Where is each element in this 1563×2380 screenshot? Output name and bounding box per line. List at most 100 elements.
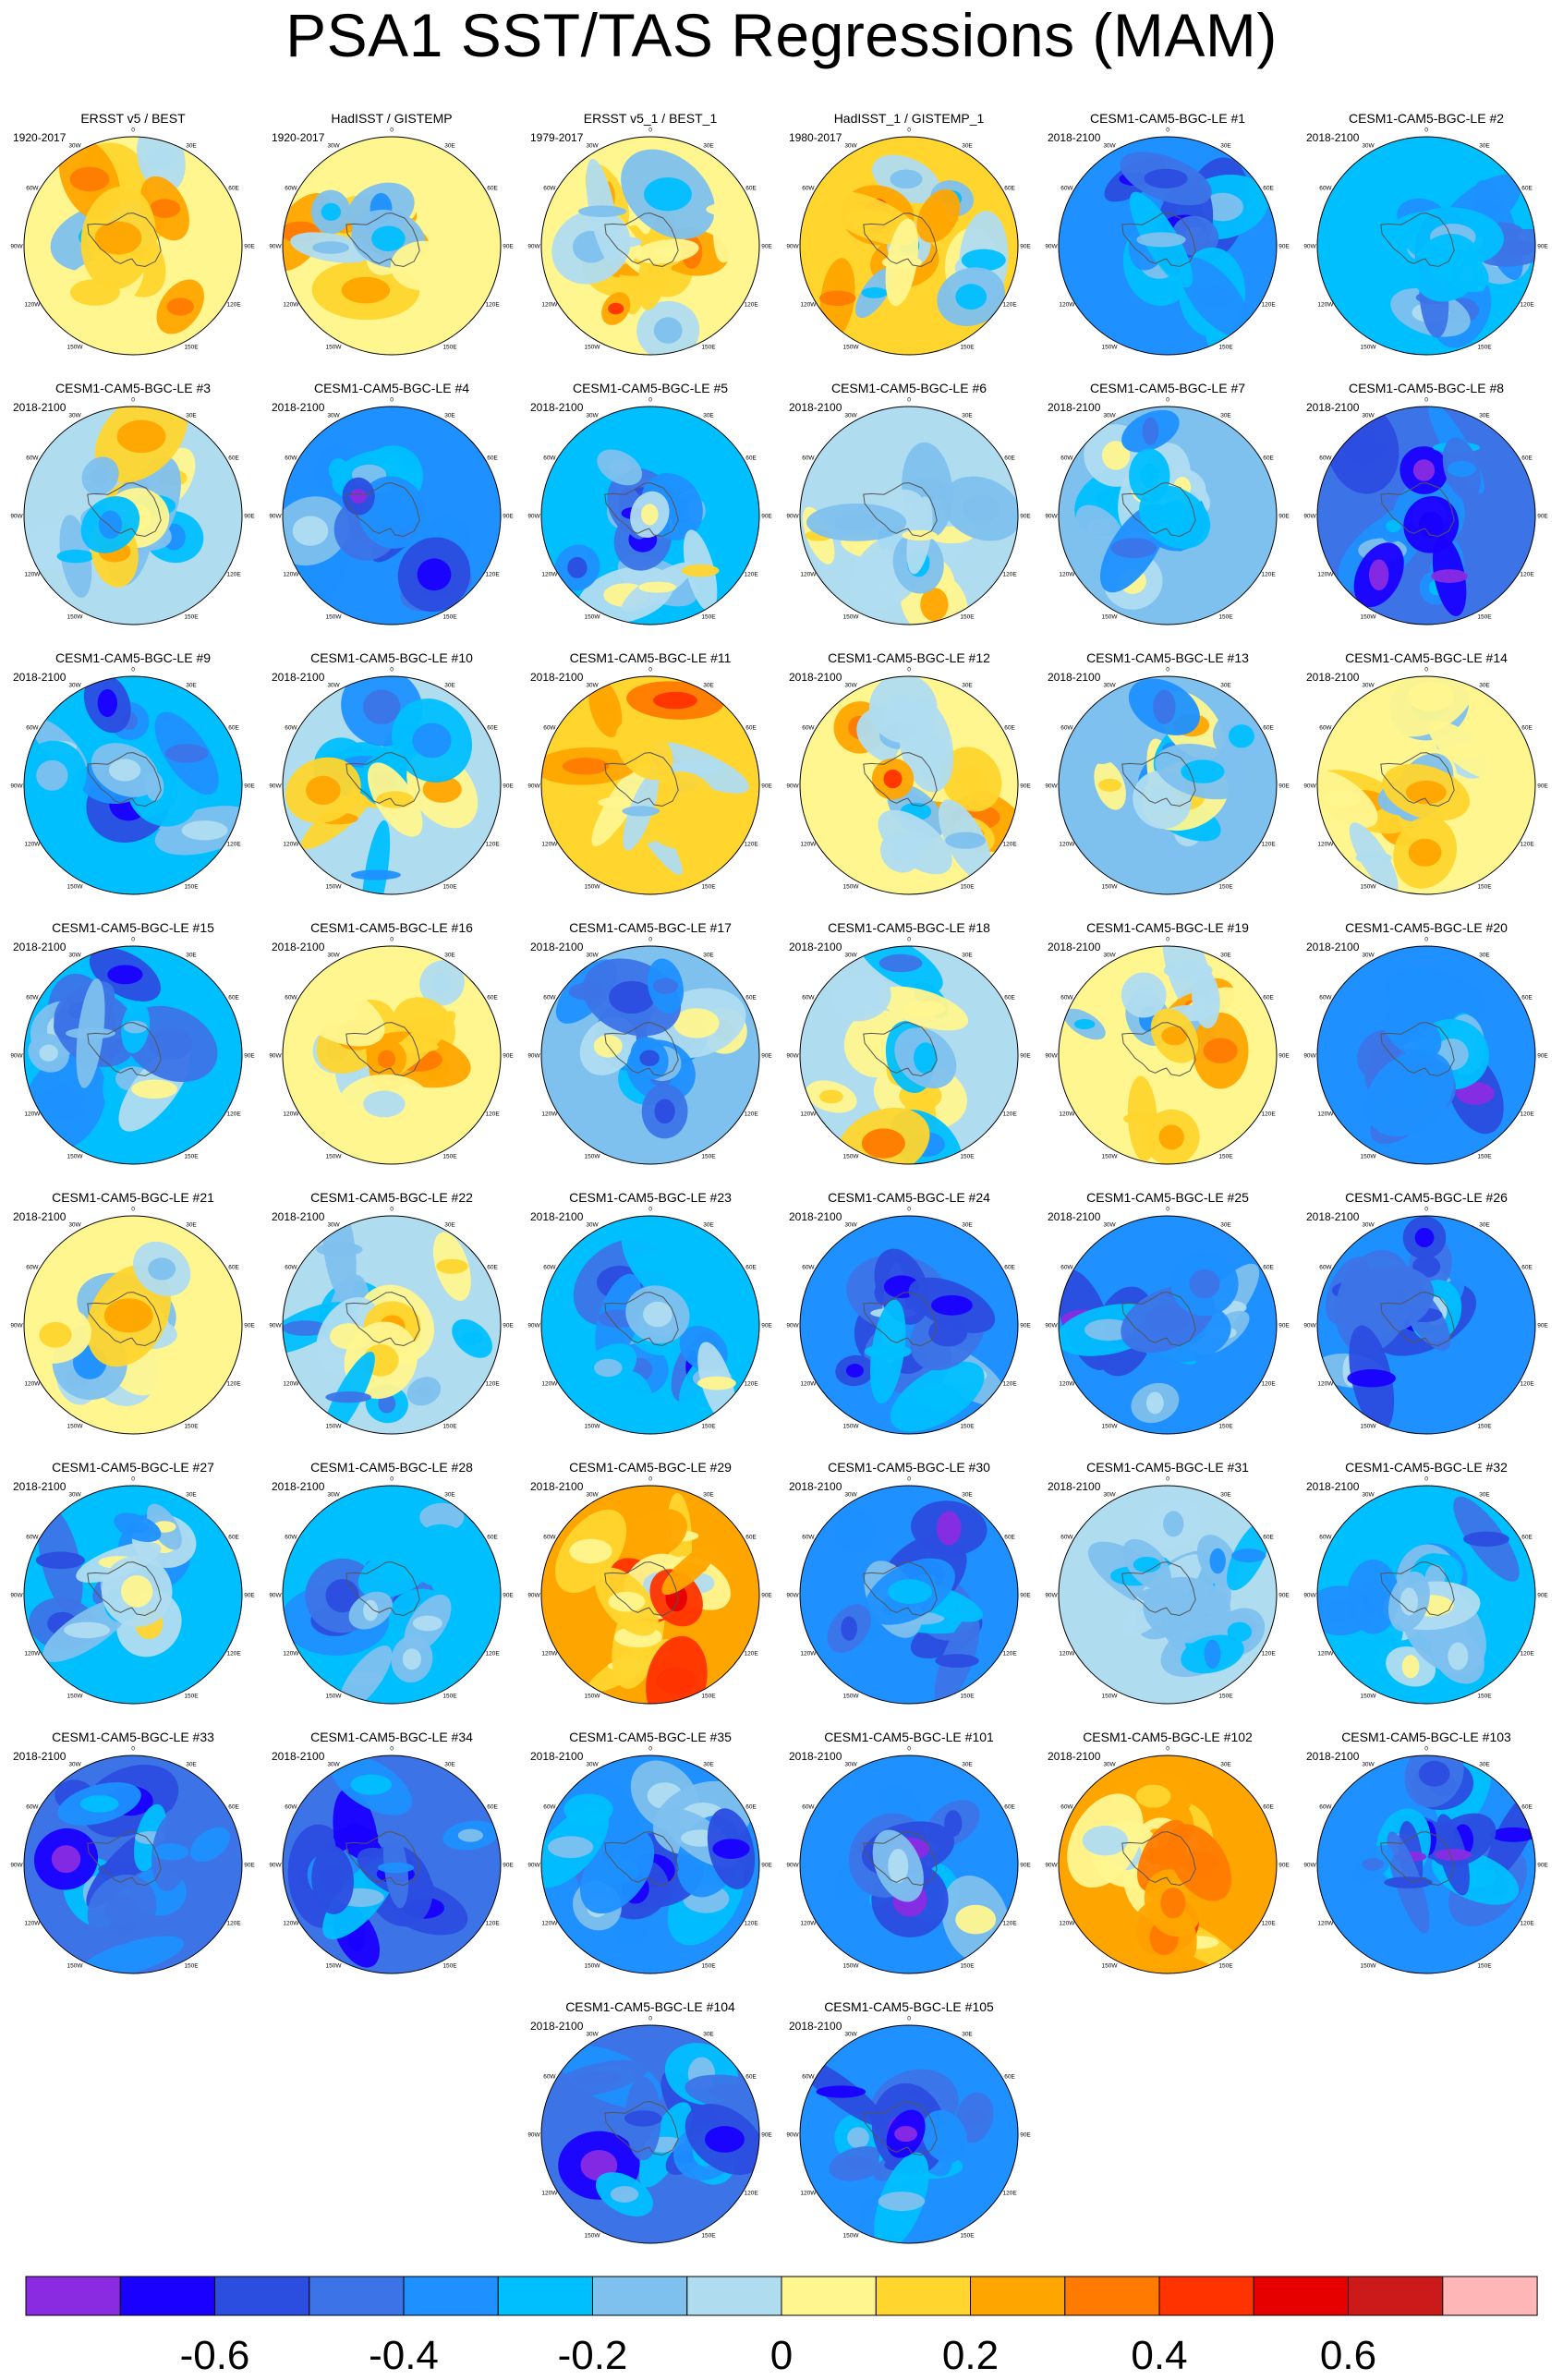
contour-region xyxy=(861,287,888,298)
contour-region xyxy=(64,1621,111,1639)
map-panel: CESM1-CAM5-BGC-LE #6 2018-2100 0 30E 60E 90E 1… xyxy=(783,381,1035,630)
map-boundary xyxy=(23,406,243,625)
panel-title: CESM1-CAM5-BGC-LE #102 xyxy=(1083,1730,1253,1744)
polar-map: 030E60E90E120E150E180150W120W90W60W30W xyxy=(527,397,772,625)
map-panel: CESM1-CAM5-BGC-LE #16 2018-2100 0 30E 60E 90E… xyxy=(266,920,517,1170)
contour-region xyxy=(1142,417,1159,445)
longitude-label: 0 xyxy=(648,128,652,134)
longitude-label: 60E xyxy=(487,455,498,462)
longitude-label: 0 xyxy=(907,1746,911,1753)
panel-period: 2018-2100 xyxy=(1306,941,1360,953)
longitude-label: 60E xyxy=(487,1804,498,1811)
contour-region xyxy=(121,1575,153,1608)
longitude-label: 120E xyxy=(1262,1921,1277,1927)
longitude-label: 0 xyxy=(648,667,652,674)
longitude-label: 150E xyxy=(1218,1963,1233,1970)
polar-map: 030E60E90E120E150E180150W120W90W60W30W xyxy=(10,937,255,1165)
longitude-label: 120W xyxy=(541,1111,558,1118)
longitude-label: 150W xyxy=(1102,1424,1119,1430)
longitude-label: 150W xyxy=(843,1963,860,1970)
longitude-label: 0 xyxy=(1424,397,1428,404)
longitude-label: 60W xyxy=(543,1265,556,1271)
longitude-label: 30W xyxy=(327,1221,340,1228)
longitude-label: 120E xyxy=(745,1921,759,1927)
longitude-label: 30E xyxy=(444,142,455,149)
contour-region xyxy=(1145,1305,1191,1332)
map-boundary xyxy=(1316,1755,1536,1974)
longitude-label: 0 xyxy=(390,667,394,674)
map-panel: CESM1-CAM5-BGC-LE #21 2018-2100 0 30E 60E 90E… xyxy=(7,1190,259,1439)
map-boundary xyxy=(23,136,243,356)
longitude-label: 150W xyxy=(326,614,343,621)
longitude-label: 0 xyxy=(907,937,911,943)
contour-region xyxy=(292,516,329,546)
longitude-label: 30E xyxy=(703,1221,714,1228)
longitude-label: 60W xyxy=(1060,455,1073,462)
antarctica-coastline xyxy=(87,212,162,268)
map-boundary xyxy=(1058,675,1278,895)
panel-title: CESM1-CAM5-BGC-LE #6 xyxy=(830,381,987,395)
polar-map: 030E60E90E120E150E180150W120W90W60W30W xyxy=(269,128,514,356)
longitude-label: 60E xyxy=(228,995,239,1002)
panel-period: 2018-2100 xyxy=(1048,671,1101,684)
longitude-label: 60W xyxy=(26,455,39,462)
longitude-label: 90W xyxy=(10,1053,23,1060)
longitude-label: 150E xyxy=(184,1154,199,1160)
longitude-label: 90E xyxy=(503,1053,514,1060)
antarctica-coastline xyxy=(87,1561,162,1617)
contour-region xyxy=(641,504,659,526)
longitude-label: 90W xyxy=(527,1593,540,1599)
map-boundary xyxy=(1316,945,1536,1165)
longitude-label: 90W xyxy=(786,1863,799,1869)
antarctica-coastline xyxy=(604,1022,679,1077)
longitude-label: 120E xyxy=(486,302,501,309)
antarctica-coastline xyxy=(604,2101,679,2156)
map-panel: CESM1-CAM5-BGC-LE #105 2018-2100 0 30E 60E 90… xyxy=(783,1999,1035,2249)
longitude-label: 30E xyxy=(444,1491,455,1498)
longitude-label: 150W xyxy=(843,614,860,621)
longitude-label: 120W xyxy=(1059,302,1075,309)
longitude-label: 90E xyxy=(1537,1863,1548,1869)
contour-region xyxy=(39,1044,58,1062)
panel-period: 2018-2100 xyxy=(1306,671,1360,684)
longitude-label: 120W xyxy=(283,1381,299,1388)
contour-region xyxy=(149,1027,193,1060)
longitude-label: 60E xyxy=(1521,1535,1533,1541)
map-panel: CESM1-CAM5-BGC-LE #32 2018-2100 0 30E 60E 90E… xyxy=(1301,1460,1552,1709)
longitude-label: 30W xyxy=(1103,142,1116,149)
map-panel: CESM1-CAM5-BGC-LE #12 2018-2100 0 30E 60E 90E… xyxy=(783,650,1035,900)
longitude-label: 60E xyxy=(1521,455,1533,462)
longitude-label: 30E xyxy=(1220,1761,1231,1767)
map-panel: CESM1-CAM5-BGC-LE #18 2018-2100 0 30E 60E 90E… xyxy=(783,920,1035,1170)
map-panel: ERSST v5 / BEST 1920-2017 0 30E 60E 90E 120E 15… xyxy=(7,111,259,360)
longitude-label: 120E xyxy=(227,302,242,309)
panel-title: ERSST v5_1 / BEST_1 xyxy=(583,111,718,126)
longitude-label: 150E xyxy=(1477,1424,1492,1430)
contour-region xyxy=(56,549,95,564)
longitude-label: 150W xyxy=(585,1694,601,1700)
contour-region xyxy=(894,2126,917,2143)
contour-region xyxy=(956,766,987,793)
colorbar-swatch xyxy=(497,2276,594,2316)
longitude-label: 90W xyxy=(269,1863,282,1869)
longitude-label: 60W xyxy=(1319,725,1332,732)
contour-region xyxy=(673,1563,707,1574)
longitude-label: 90W xyxy=(527,514,540,520)
map-boundary xyxy=(1316,406,1536,625)
antarctica-coastline xyxy=(1121,752,1196,808)
longitude-label: 150E xyxy=(1218,345,1233,351)
longitude-label: 120E xyxy=(1521,572,1535,578)
longitude-label: 30E xyxy=(1479,142,1490,149)
longitude-label: 120W xyxy=(1317,842,1334,848)
longitude-label: 90E xyxy=(761,1593,772,1599)
longitude-label: 120W xyxy=(800,1921,817,1927)
longitude-label: 0 xyxy=(648,937,652,943)
longitude-label: 90E xyxy=(244,244,255,250)
longitude-label: 60E xyxy=(745,2074,757,2081)
map-boundary xyxy=(799,406,1019,625)
panel-period: 2018-2100 xyxy=(789,401,842,414)
polar-map: 030E60E90E120E150E180150W120W90W60W30W xyxy=(269,667,514,895)
longitude-label: 30E xyxy=(962,952,973,958)
contour-region xyxy=(1133,985,1155,1005)
antarctica-coastline xyxy=(1121,1022,1196,1077)
